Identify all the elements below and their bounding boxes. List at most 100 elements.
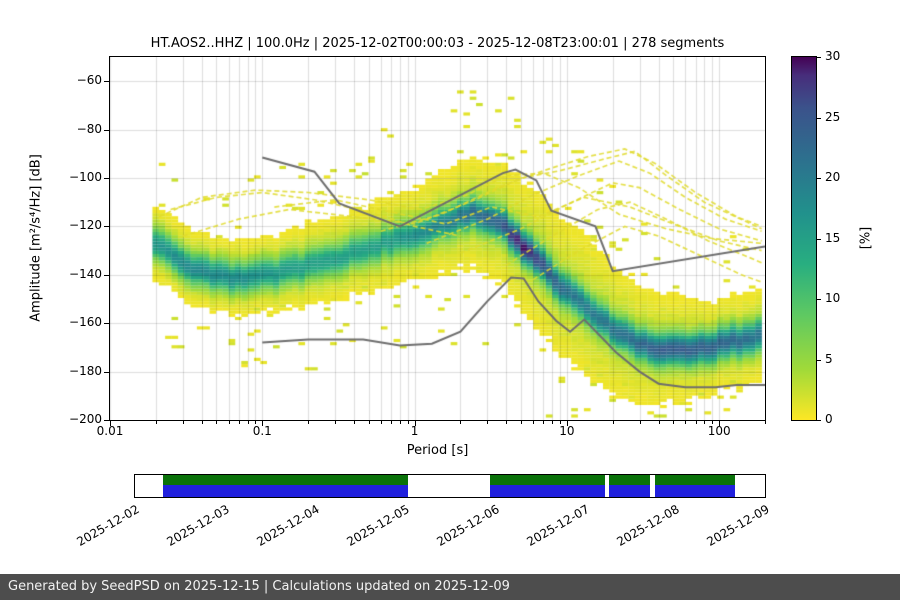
coverage-date-label: 2025-12-05 [344, 502, 412, 549]
colorbar-tick-label: 10 [825, 291, 841, 305]
x-minor-tick-mark [612, 421, 614, 424]
colorbar-tick-mark [817, 420, 821, 421]
y-tick-mark [104, 226, 109, 228]
coverage-segment-bottom [162, 485, 408, 497]
colorbar-tick-label: 30 [825, 49, 841, 63]
y-tick-mark [104, 129, 109, 131]
coverage-date-label: 2025-12-03 [164, 502, 232, 549]
x-minor-tick-mark [552, 421, 554, 424]
colorbar-label: [%] [858, 226, 874, 250]
y-tick-mark [104, 323, 109, 325]
x-minor-tick-mark [407, 421, 409, 424]
x-tick-mark [262, 421, 264, 426]
y-tick-mark [104, 178, 109, 179]
colorbar-tick-mark [817, 178, 821, 179]
x-minor-tick-mark [487, 421, 489, 424]
coverage-segment-bottom [654, 485, 735, 497]
coverage-date-label: 2025-12-09 [704, 502, 772, 549]
colorbar-tick-label: 25 [825, 109, 841, 124]
x-tick-mark [110, 421, 111, 426]
y-tick-label: −200 [69, 412, 102, 426]
x-minor-tick-mark [308, 421, 310, 424]
colorbar-tick-label: 5 [825, 351, 833, 366]
colorbar-tick-label: 0 [825, 412, 833, 426]
x-minor-tick-mark [506, 421, 508, 424]
coverage-segment-bottom [489, 485, 605, 497]
coverage-segment-top [162, 475, 408, 485]
x-minor-tick-mark [543, 421, 545, 424]
y-tick-label: −180 [69, 363, 102, 378]
x-minor-tick-mark [685, 421, 687, 424]
x-minor-tick-mark [390, 421, 392, 424]
x-minor-tick-mark [155, 421, 157, 424]
x-tick-label: 0.01 [96, 424, 124, 438]
y-tick-label: −100 [69, 170, 102, 184]
y-tick-label: −160 [69, 315, 102, 330]
x-minor-tick-mark [521, 421, 523, 424]
x-minor-tick-mark [658, 421, 660, 424]
y-axis-label: Amplitude [m²/s⁴/Hz] [dB] [28, 154, 44, 322]
x-minor-tick-mark [201, 421, 203, 424]
x-minor-tick-mark [695, 421, 697, 424]
colorbar-tick-label: 15 [825, 230, 841, 245]
coverage-date-label: 2025-12-08 [614, 502, 682, 549]
x-minor-tick-mark [334, 421, 336, 424]
x-tick-label: 0.1 [252, 424, 272, 438]
x-minor-tick-mark [228, 421, 230, 424]
x-minor-tick-mark [673, 421, 675, 424]
coverage-segment-top [608, 475, 650, 485]
coverage-date-label: 2025-12-02 [74, 502, 142, 549]
coverage-bar [134, 474, 766, 498]
x-tick-mark [414, 421, 416, 426]
colorbar-tick-mark [817, 117, 821, 119]
y-tick-mark [104, 274, 109, 276]
colorbar-tick-mark [817, 238, 821, 240]
x-minor-tick-mark [559, 421, 561, 424]
x-minor-tick-mark [380, 421, 382, 424]
x-minor-tick-mark [255, 421, 257, 424]
y-tick-label: −140 [69, 266, 102, 281]
x-minor-tick-mark [182, 421, 184, 424]
x-minor-tick-mark [533, 421, 535, 424]
chart-title: HT.AOS2..HHZ | 100.0Hz | 2025-12-02T00:0… [150, 36, 725, 51]
colorbar-gradient [792, 57, 816, 420]
coverage-segment-top [489, 475, 605, 485]
colorbar-tick-mark [817, 57, 821, 58]
x-tick-mark [566, 421, 568, 426]
x-minor-tick-mark [353, 421, 355, 424]
colorbar-tick-label: 20 [825, 170, 841, 184]
x-minor-tick-mark [399, 421, 401, 424]
coverage-date-label: 2025-12-04 [254, 502, 322, 549]
x-tick-label: 100 [707, 424, 731, 438]
x-minor-tick-mark [765, 421, 766, 424]
y-tick-label: −60 [76, 73, 102, 88]
x-minor-tick-mark [704, 421, 706, 424]
x-minor-tick-mark [238, 421, 240, 424]
x-tick-label: 1 [410, 424, 419, 438]
x-minor-tick-mark [639, 421, 641, 424]
footer-bar: Generated by SeedPSD on 2025-12-15 | Cal… [0, 574, 900, 600]
x-tick-label: 10 [559, 424, 575, 438]
ppsd-heatmap-canvas [110, 57, 765, 420]
x-tick-mark [719, 421, 721, 426]
footer-text: Generated by SeedPSD on 2025-12-15 | Cal… [8, 579, 510, 594]
y-tick-label: −80 [76, 121, 102, 136]
colorbar-tick-mark [817, 359, 821, 361]
y-tick-mark [104, 371, 109, 373]
x-axis-label: Period [s] [406, 443, 469, 458]
x-minor-tick-mark [460, 421, 462, 424]
y-tick-mark [104, 420, 109, 421]
y-tick-label: −120 [69, 218, 102, 233]
coverage-date-label: 2025-12-06 [434, 502, 502, 549]
x-minor-tick-mark [368, 421, 370, 424]
x-minor-tick-mark [247, 421, 249, 424]
x-minor-tick-mark [712, 421, 714, 424]
colorbar [791, 56, 817, 421]
coverage-segment-top [654, 475, 735, 485]
coverage-segment-bottom [608, 485, 650, 497]
y-tick-mark [104, 81, 109, 83]
coverage-date-label: 2025-12-07 [524, 502, 592, 549]
plot-area [109, 56, 766, 421]
x-minor-tick-mark [216, 421, 218, 424]
